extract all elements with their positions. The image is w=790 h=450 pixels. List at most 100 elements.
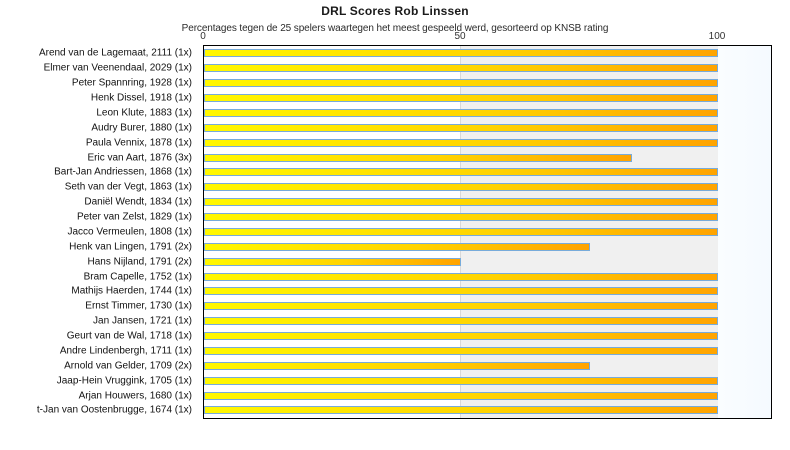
y-axis-label-row: Eric van Aart, 1876 (3x) <box>0 150 197 165</box>
chart-title: DRL Scores Rob Linssen <box>321 4 469 18</box>
y-axis-label: Jaap-Hein Vruggink, 1705 (1x) <box>56 375 192 387</box>
y-axis-label: Henk van Lingen, 1791 (2x) <box>69 241 192 253</box>
y-axis-label-row: Henk van Lingen, 1791 (2x) <box>0 239 197 254</box>
score-bar <box>204 94 718 103</box>
y-axis-label-row: Jan Jansen, 1721 (1x) <box>0 314 197 329</box>
y-axis-label: Jan Jansen, 1721 (1x) <box>93 315 192 327</box>
y-axis-label-row: Peter Spannring, 1928 (1x) <box>0 76 197 91</box>
score-bar <box>204 79 718 88</box>
y-axis-label-row: Leon Klute, 1883 (1x) <box>0 106 197 121</box>
score-bar <box>204 332 718 341</box>
y-axis-label-row: Bram Capelle, 1752 (1x) <box>0 269 197 284</box>
plot-row <box>204 135 771 150</box>
x-axis-tick-label: 100 <box>708 31 726 42</box>
y-axis-label: Elmer van Veenendaal, 2029 (1x) <box>43 62 192 74</box>
y-axis-label-row: Hans Nijland, 1791 (2x) <box>0 254 197 269</box>
y-axis-label: Audry Burer, 1880 (1x) <box>91 122 192 134</box>
score-bar <box>204 406 718 415</box>
plot-row <box>204 388 771 403</box>
score-bar <box>204 198 718 207</box>
score-bar <box>204 242 590 251</box>
y-axis-label-row: Jacco Vermeulen, 1808 (1x) <box>0 225 197 240</box>
y-axis-label-row: Arend van de Lagemaat, 2111 (1x) <box>0 46 197 61</box>
x-axis-tick-label: 50 <box>454 31 466 42</box>
y-axis-label: Arend van de Lagemaat, 2111 (1x) <box>38 47 192 59</box>
plot-row <box>204 239 771 254</box>
y-axis-label: Arnold van Gelder, 1709 (2x) <box>64 360 192 372</box>
score-bar <box>204 213 718 222</box>
score-bar <box>204 346 718 355</box>
plot-row <box>204 150 771 165</box>
y-axis-label: Andre Lindenbergh, 1711 (1x) <box>59 345 192 357</box>
score-bar <box>204 138 718 147</box>
y-axis-label: Paula Vennix, 1878 (1x) <box>85 137 192 149</box>
score-bar <box>204 287 718 296</box>
plot-row <box>204 373 771 388</box>
score-bar <box>204 317 718 326</box>
y-axis-label: Hans Nijland, 1791 (2x) <box>87 256 193 268</box>
y-axis-label-row: Arjan Houwers, 1680 (1x) <box>0 388 197 403</box>
y-axis-label-row: Henk Dissel, 1918 (1x) <box>0 91 197 106</box>
plot-row <box>204 358 771 373</box>
plot-row <box>204 403 771 418</box>
y-axis-label-row: Mathijs Haerden, 1744 (1x) <box>0 284 197 299</box>
score-bar <box>204 168 718 177</box>
x-axis-tick-label: 0 <box>200 31 206 42</box>
score-bar <box>204 227 718 236</box>
y-axis-label-row: Peter van Zelst, 1829 (1x) <box>0 210 197 225</box>
y-axis-label: Bart-Jan Andriessen, 1868 (1x) <box>54 166 192 178</box>
score-bar <box>204 361 590 370</box>
chart-subtitle: Percentages tegen de 25 spelers waartege… <box>181 23 609 34</box>
score-bar <box>204 49 718 58</box>
score-bar <box>204 183 718 192</box>
plot-row <box>204 180 771 195</box>
plot-row <box>204 254 771 269</box>
y-axis-label: Peter van Zelst, 1829 (1x) <box>76 211 192 223</box>
y-axis-label-row: Jaap-Hein Vruggink, 1705 (1x) <box>0 373 197 388</box>
y-axis-label-row: Audry Burer, 1880 (1x) <box>0 120 197 135</box>
y-axis-label: Henk Dissel, 1918 (1x) <box>90 92 192 104</box>
plot-row <box>204 46 771 61</box>
plot-row <box>204 106 771 121</box>
y-axis-label-row: Andre Lindenbergh, 1711 (1x) <box>0 344 197 359</box>
y-axis-label: Daniël Wendt, 1834 (1x) <box>84 196 192 208</box>
y-axis-label: Ernst Timmer, 1730 (1x) <box>85 300 192 312</box>
y-axis-label-row: Ernst Timmer, 1730 (1x) <box>0 299 197 314</box>
y-axis-label-row: Paula Vennix, 1878 (1x) <box>0 135 197 150</box>
score-bar <box>204 272 718 281</box>
score-bar <box>204 257 461 266</box>
y-axis-label-row: Seth van der Vegt, 1863 (1x) <box>0 180 197 195</box>
y-axis-label-row: Elmer van Veenendaal, 2029 (1x) <box>0 61 197 76</box>
plot-row <box>204 329 771 344</box>
plot-row <box>204 61 771 76</box>
score-bar <box>204 376 718 385</box>
score-bar <box>204 391 718 400</box>
y-axis-label: t-Jan van Oostenbrugge, 1674 (1x) <box>36 404 192 416</box>
plot-row <box>204 76 771 91</box>
score-bar <box>204 302 718 311</box>
y-axis-label: Arjan Houwers, 1680 (1x) <box>78 390 192 402</box>
plot-row <box>204 269 771 284</box>
y-axis-label: Peter Spannring, 1928 (1x) <box>71 77 192 89</box>
plot-row <box>204 210 771 225</box>
y-axis-label: Geurt van de Wal, 1718 (1x) <box>66 330 192 342</box>
y-axis-label-row: Geurt van de Wal, 1718 (1x) <box>0 329 197 344</box>
y-axis-label: Bram Capelle, 1752 (1x) <box>83 271 192 283</box>
plot-row <box>204 314 771 329</box>
y-axis-label: Leon Klute, 1883 (1x) <box>96 107 192 119</box>
plot-row <box>204 284 771 299</box>
y-axis-label: Eric van Aart, 1876 (3x) <box>87 152 193 164</box>
y-axis-label-row: Bart-Jan Andriessen, 1868 (1x) <box>0 165 197 180</box>
y-axis-label-row: Daniël Wendt, 1834 (1x) <box>0 195 197 210</box>
y-axis-label: Jacco Vermeulen, 1808 (1x) <box>67 226 192 238</box>
plot-area <box>203 45 772 419</box>
plot-row <box>204 225 771 240</box>
score-bar <box>204 108 718 117</box>
score-bar <box>204 153 633 162</box>
y-axis-label-row: t-Jan van Oostenbrugge, 1674 (1x) <box>0 403 197 418</box>
plot-row <box>204 344 771 359</box>
y-axis-labels: Arend van de Lagemaat, 2111 (1x) Elmer va… <box>0 46 197 418</box>
y-axis-label-row: Arnold van Gelder, 1709 (2x) <box>0 358 197 373</box>
score-bar <box>204 64 718 73</box>
